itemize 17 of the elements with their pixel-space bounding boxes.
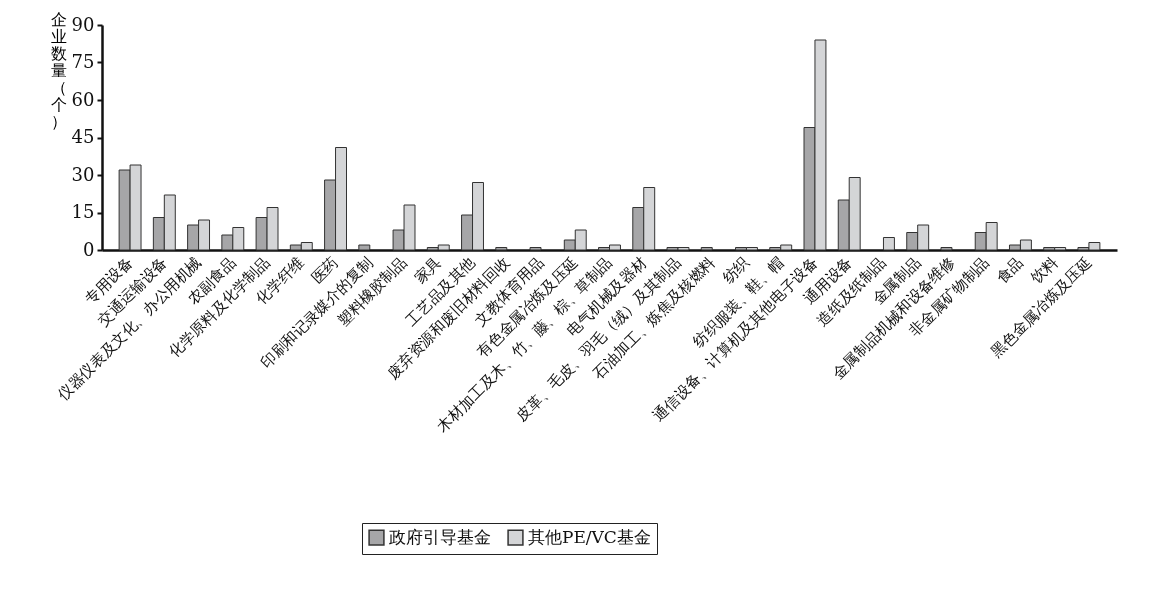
y-tick-label: 90 xyxy=(71,13,95,35)
bar xyxy=(495,247,508,251)
y-tick-label: 60 xyxy=(71,88,95,110)
bar xyxy=(358,244,371,251)
legend-label: 其他PE/VC基金 xyxy=(528,526,651,547)
bar xyxy=(940,247,953,251)
y-tick-label: 15 xyxy=(71,201,95,222)
legend-label: 政府引导基金 xyxy=(389,526,491,547)
y-tick-label: 75 xyxy=(71,51,95,72)
bar xyxy=(700,247,713,251)
y-tick-label: 45 xyxy=(71,126,95,147)
bar xyxy=(882,237,895,251)
bar xyxy=(529,247,542,251)
x-tick-label: 食品 xyxy=(992,253,1027,288)
y-axis-title: 企业数量（个） xyxy=(50,9,67,131)
y-tick-label: 0 xyxy=(83,238,95,260)
y-tick-label: 30 xyxy=(71,163,95,185)
